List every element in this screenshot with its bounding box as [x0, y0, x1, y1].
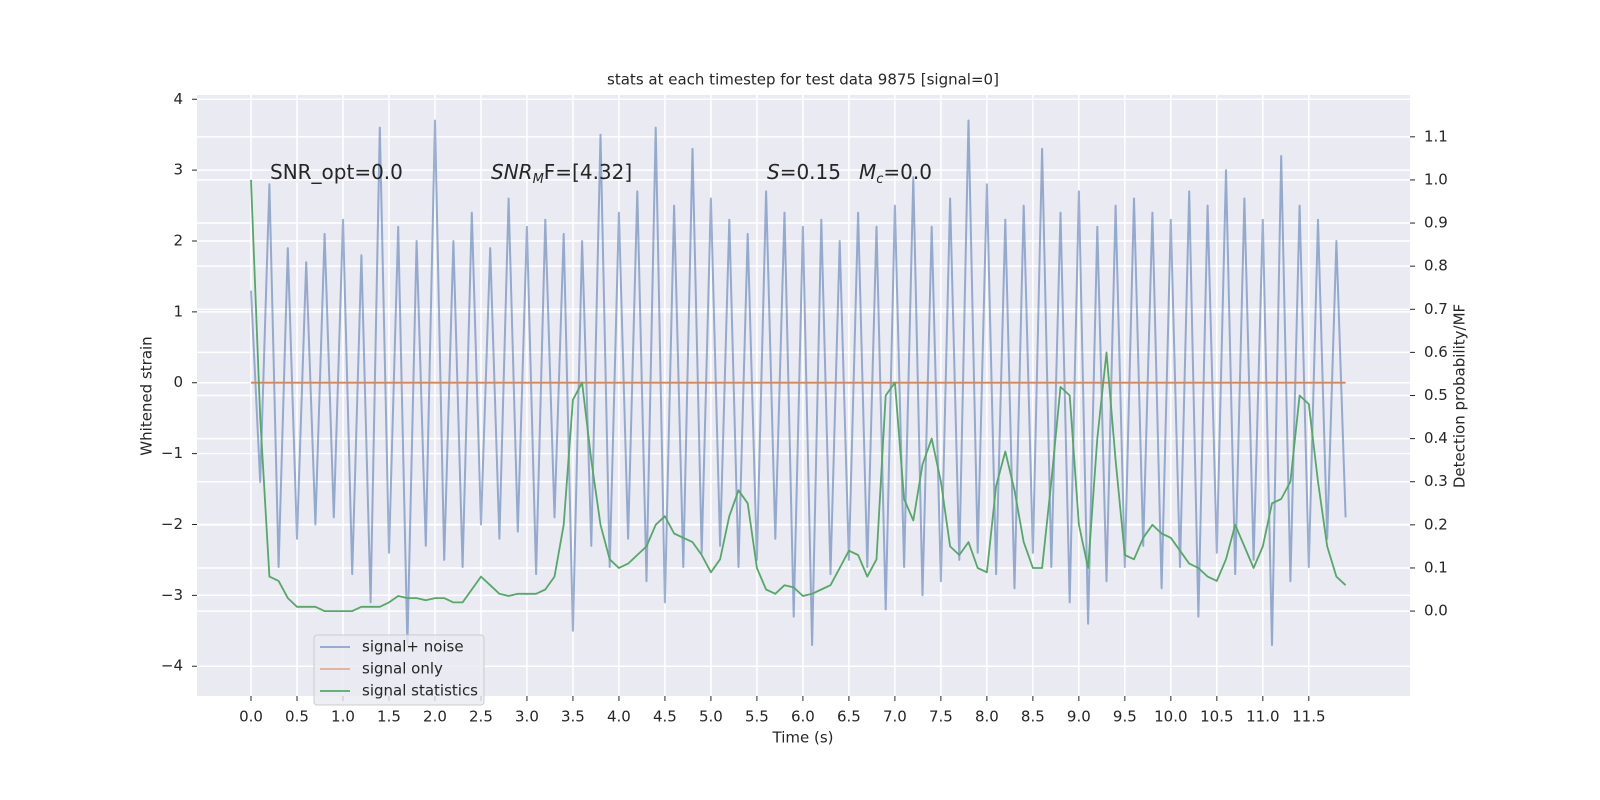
x-tick-label: 8.5: [1021, 708, 1045, 726]
x-tick-label: 4.0: [607, 708, 631, 726]
grid: [197, 95, 1410, 696]
x-tick-label: 3.0: [515, 708, 539, 726]
annotation: S=0.15: [767, 160, 841, 184]
x-tick-label: 0.0: [239, 708, 263, 726]
y2-tick-label: 0.3: [1424, 472, 1448, 490]
y2-tick-label: 0.2: [1424, 515, 1448, 533]
y2-tick-label: 0.9: [1424, 214, 1448, 232]
y2-tick-label: 1.1: [1424, 127, 1448, 145]
y2-tick-label: 0.4: [1424, 429, 1448, 447]
annotation-part: SNR: [491, 160, 533, 184]
marks: [250, 119, 1347, 646]
x-tick-label: 4.5: [653, 708, 677, 726]
x-tick-label: 9.0: [1067, 708, 1091, 726]
x-tick-label: 6.0: [791, 708, 815, 726]
x-tick-label: 3.5: [561, 708, 585, 726]
labels: 0.0 0.5 1.0 1.5 2.0 2.5 3.0 3.5 4.0 4.5 5.0 5.5 6.0 6…: [161, 90, 1448, 726]
x-tick-label: 9.5: [1113, 708, 1137, 726]
y-tick-label: 2: [173, 231, 183, 249]
annotation-part: =0.0: [883, 160, 932, 184]
x-tick-label: 11.5: [1292, 708, 1325, 726]
x-tick-label: 5.5: [745, 708, 769, 726]
y-tick-label: 0: [173, 373, 183, 391]
legend: [313, 634, 485, 706]
legend-label: signal statistics: [362, 682, 478, 700]
y2-axis-label: Detection probability/MF: [1451, 304, 1469, 488]
annotation: Mc=0.0: [859, 160, 932, 187]
y-tick-label: −1: [161, 444, 183, 462]
y2-tick-label: 0.6: [1424, 343, 1448, 361]
annotation-part: c: [876, 172, 883, 187]
x-tick-label: 7.5: [929, 708, 953, 726]
legend-label: signal only: [362, 660, 443, 678]
annotation-part: M: [859, 160, 876, 184]
y-tick-label: −4: [161, 657, 183, 675]
x-tick-label: 5.0: [699, 708, 723, 726]
y-axis-label: Whitened strain: [138, 336, 156, 455]
x-tick-label: 10.5: [1200, 708, 1233, 726]
x-axis-label: Time (s): [772, 729, 834, 747]
annotation-part: M: [533, 172, 544, 187]
annotation-part: F=[4.32]: [544, 160, 632, 184]
y2-tick-label: 1.0: [1424, 170, 1448, 188]
x-tick-label: 1.0: [331, 708, 355, 726]
y-tick-label: 4: [173, 90, 183, 108]
x-tick-label: 0.5: [285, 708, 309, 726]
y2-tick-label: 0.8: [1424, 257, 1448, 275]
x-tick-label: 6.5: [837, 708, 861, 726]
annotation-part: SNR_opt=0.0: [270, 160, 403, 184]
y-tick-label: 1: [173, 302, 183, 320]
x-tick-label: 10.0: [1154, 708, 1187, 726]
annotation-part: =0.15: [780, 160, 841, 184]
legend-label: signal+ noise: [362, 638, 464, 656]
annotation: SNR_opt=0.0: [270, 160, 403, 184]
series-line: [250, 119, 1347, 646]
chart-title: stats at each timestep for test data 987…: [607, 71, 999, 89]
y-tick-label: −3: [161, 586, 183, 604]
series-line: [250, 179, 1347, 612]
y2-tick-label: 0.0: [1424, 602, 1448, 620]
x-tick-label: 7.0: [883, 708, 907, 726]
annotation: SNRMF=[4.32]: [491, 160, 632, 187]
y2-tick-label: 0.5: [1424, 386, 1448, 404]
y2-tick-label: 0.7: [1424, 300, 1448, 318]
x-tick-label: 11.0: [1246, 708, 1279, 726]
x-tick-label: 8.0: [975, 708, 999, 726]
annotation-part: S: [767, 160, 780, 184]
y-tick-label: −2: [161, 515, 183, 533]
x-tick-label: 2.0: [423, 708, 447, 726]
x-tick-label: 2.5: [469, 708, 493, 726]
x-tick-label: 1.5: [377, 708, 401, 726]
y2-tick-label: 0.1: [1424, 558, 1448, 576]
y-tick-label: 3: [173, 161, 183, 179]
